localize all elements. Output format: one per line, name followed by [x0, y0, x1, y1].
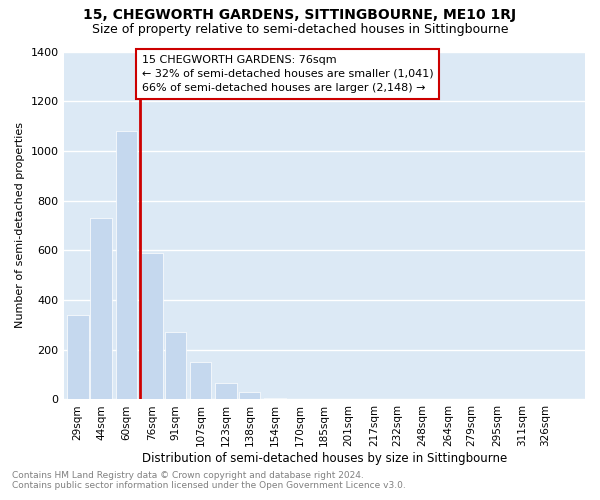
- Bar: [215, 384, 236, 400]
- Text: 15 CHEGWORTH GARDENS: 76sqm
← 32% of semi-detached houses are smaller (1,041)
66: 15 CHEGWORTH GARDENS: 76sqm ← 32% of sem…: [142, 55, 433, 93]
- Bar: [190, 362, 211, 400]
- Text: Contains HM Land Registry data © Crown copyright and database right 2024.
Contai: Contains HM Land Registry data © Crown c…: [12, 470, 406, 490]
- Bar: [239, 392, 260, 400]
- Bar: [264, 398, 286, 400]
- Bar: [164, 332, 186, 400]
- Bar: [91, 218, 112, 400]
- Bar: [116, 131, 137, 400]
- Bar: [141, 253, 163, 400]
- Bar: [67, 315, 89, 400]
- Text: Size of property relative to semi-detached houses in Sittingbourne: Size of property relative to semi-detach…: [92, 22, 508, 36]
- Y-axis label: Number of semi-detached properties: Number of semi-detached properties: [15, 122, 25, 328]
- X-axis label: Distribution of semi-detached houses by size in Sittingbourne: Distribution of semi-detached houses by …: [142, 452, 507, 465]
- Text: 15, CHEGWORTH GARDENS, SITTINGBOURNE, ME10 1RJ: 15, CHEGWORTH GARDENS, SITTINGBOURNE, ME…: [83, 8, 517, 22]
